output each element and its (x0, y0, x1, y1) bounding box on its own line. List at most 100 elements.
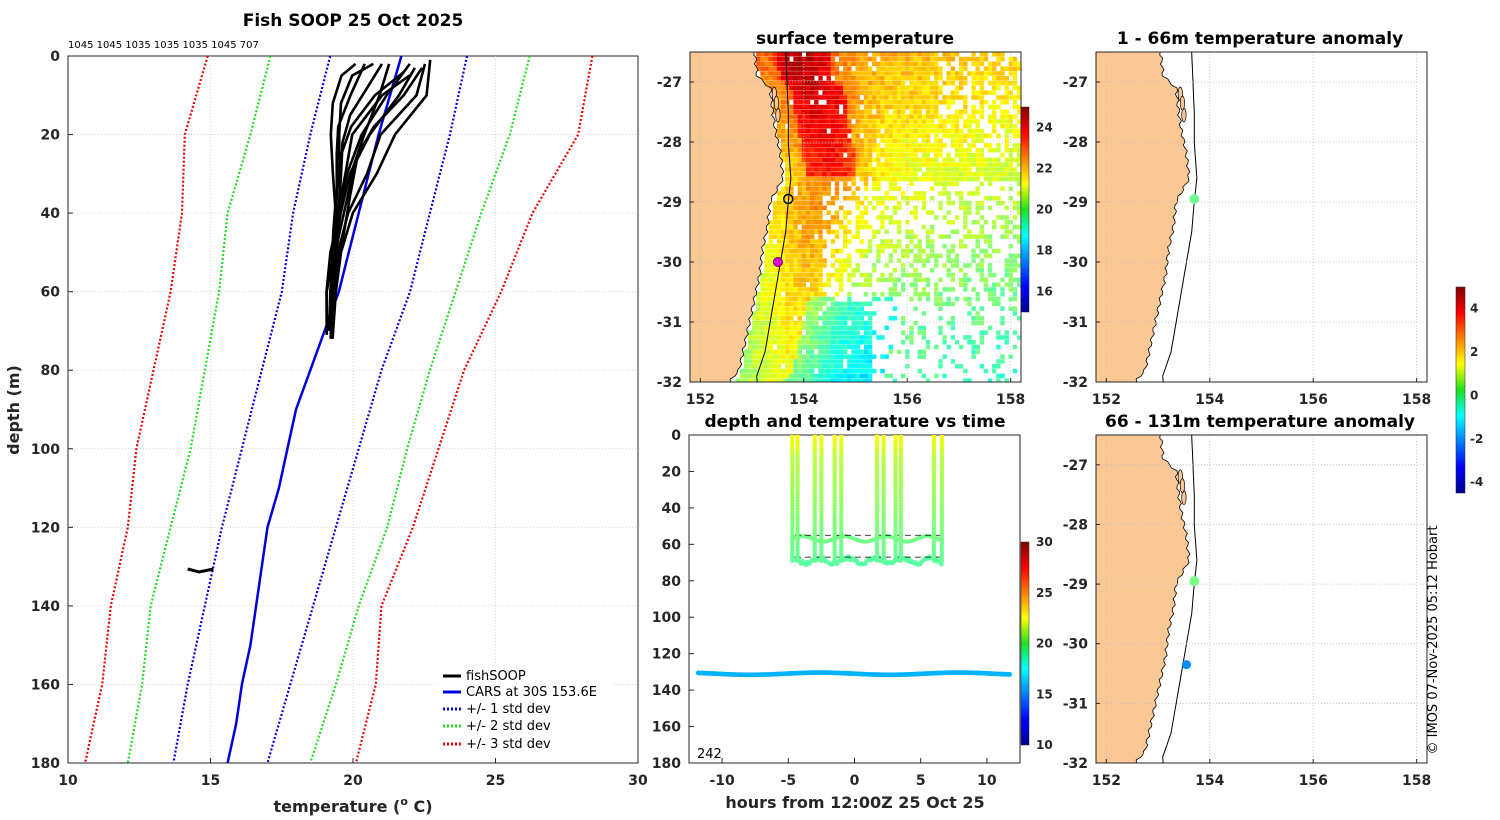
sst-pixel (772, 311, 778, 316)
sst-pixel (818, 124, 823, 129)
sst-pixel (892, 56, 898, 62)
sst-pixel (979, 263, 984, 268)
sst-pixel (892, 176, 898, 182)
sst-pixel (855, 229, 860, 235)
sst-pixel (963, 152, 968, 158)
sst-pixel (772, 359, 778, 364)
sst-pixel (789, 157, 794, 163)
sst-pixel (888, 167, 893, 172)
sst-pixel (789, 95, 794, 100)
sst-pixel (888, 258, 893, 263)
sst-pixel (1004, 124, 1009, 129)
sst-pixel (830, 196, 836, 201)
sst-pixel (925, 66, 931, 71)
sst-pixel (971, 344, 976, 350)
sst-pixel (781, 301, 786, 307)
sst-pixel (797, 354, 802, 359)
sst-pixel (818, 71, 823, 76)
sst-pixel (1004, 215, 1009, 220)
sst-pixel (925, 124, 931, 129)
sst-pixel (793, 138, 798, 143)
sst-pixel (917, 128, 922, 134)
sst-pixel (818, 157, 823, 163)
sst-pixel (814, 229, 819, 235)
sst-pixel (942, 167, 947, 172)
sst-pixel (930, 210, 935, 215)
sst-pixel (801, 373, 807, 379)
sst-pixel (983, 52, 989, 57)
sst-pixel (884, 157, 889, 163)
anomaly1-shelf-contour (1162, 52, 1198, 382)
sst-pixel (818, 210, 823, 215)
sst-pixel (764, 272, 769, 278)
sst-pixel (921, 148, 927, 153)
sst-pixel (880, 248, 885, 254)
sst-pixel (921, 133, 927, 139)
sst-pixel (781, 296, 786, 302)
sst-pixel (863, 196, 869, 201)
cast-profile-point (812, 558, 817, 563)
sst-pixel (855, 306, 860, 311)
sst-pixel (839, 205, 844, 211)
sst-pixel (992, 52, 997, 57)
sst-pixel (764, 316, 769, 321)
sst-pixel (975, 263, 980, 268)
sst-pixel (826, 349, 831, 355)
sst-pixel (756, 335, 761, 340)
sst-pixel (793, 354, 798, 359)
sst-pixel (793, 104, 798, 110)
sst-pixel (1016, 152, 1021, 158)
sst-pixel (839, 80, 844, 86)
sst-pixel (975, 253, 980, 259)
sst-pixel (814, 191, 819, 196)
sst-pixel (801, 320, 807, 326)
sst-pixel (818, 244, 823, 249)
sst-pixel (930, 80, 935, 86)
sst-shelf-contour (756, 52, 792, 382)
sst-pixel (979, 229, 984, 235)
sst-pixel (921, 143, 927, 148)
sst-pixel (805, 167, 811, 172)
sst-pixel (843, 52, 848, 57)
sst-pixel (901, 287, 906, 292)
sst-pixel (834, 316, 840, 321)
sst-pixel (992, 296, 997, 302)
sst-pixel (851, 157, 856, 163)
sst-pixel (768, 330, 773, 335)
sst-pixel (905, 124, 910, 129)
sst-pixel (772, 80, 778, 86)
sst-pixel (793, 133, 798, 139)
sst-pixel (863, 52, 869, 57)
sst-pixel (805, 248, 811, 254)
sst-pixel (975, 56, 980, 62)
sst-pixel (814, 210, 819, 215)
sst-pixel (950, 325, 956, 331)
sst-pixel (764, 248, 769, 254)
sst-pixel (1012, 128, 1018, 134)
sst-pixel (996, 215, 1001, 220)
sst-pixel (963, 56, 968, 62)
sst-pixel (876, 253, 881, 259)
sst-pixel (805, 71, 811, 76)
sst-pixel (934, 104, 939, 110)
sst-pixel (938, 325, 943, 331)
sst-pixel (975, 71, 980, 76)
sst-pixel (851, 340, 856, 345)
sst-pixel (789, 85, 794, 91)
sst-pixel (818, 277, 823, 283)
sst-pixel (954, 133, 960, 139)
sst-pixel (801, 56, 807, 62)
sst-marker-ring (783, 193, 794, 205)
sst-pixel (793, 200, 798, 206)
sst-pixel (752, 325, 757, 331)
sst-pixel (805, 253, 811, 259)
sst-pixel (826, 85, 831, 91)
sst-pixel (930, 196, 935, 201)
sst-pixel (872, 330, 877, 335)
sst-pixel (847, 316, 852, 321)
sst-pixel (880, 61, 885, 67)
sst-pixel (760, 359, 765, 364)
sst-pixel (768, 373, 773, 379)
sst-pixel (834, 292, 840, 297)
sst-pixel (764, 368, 769, 374)
